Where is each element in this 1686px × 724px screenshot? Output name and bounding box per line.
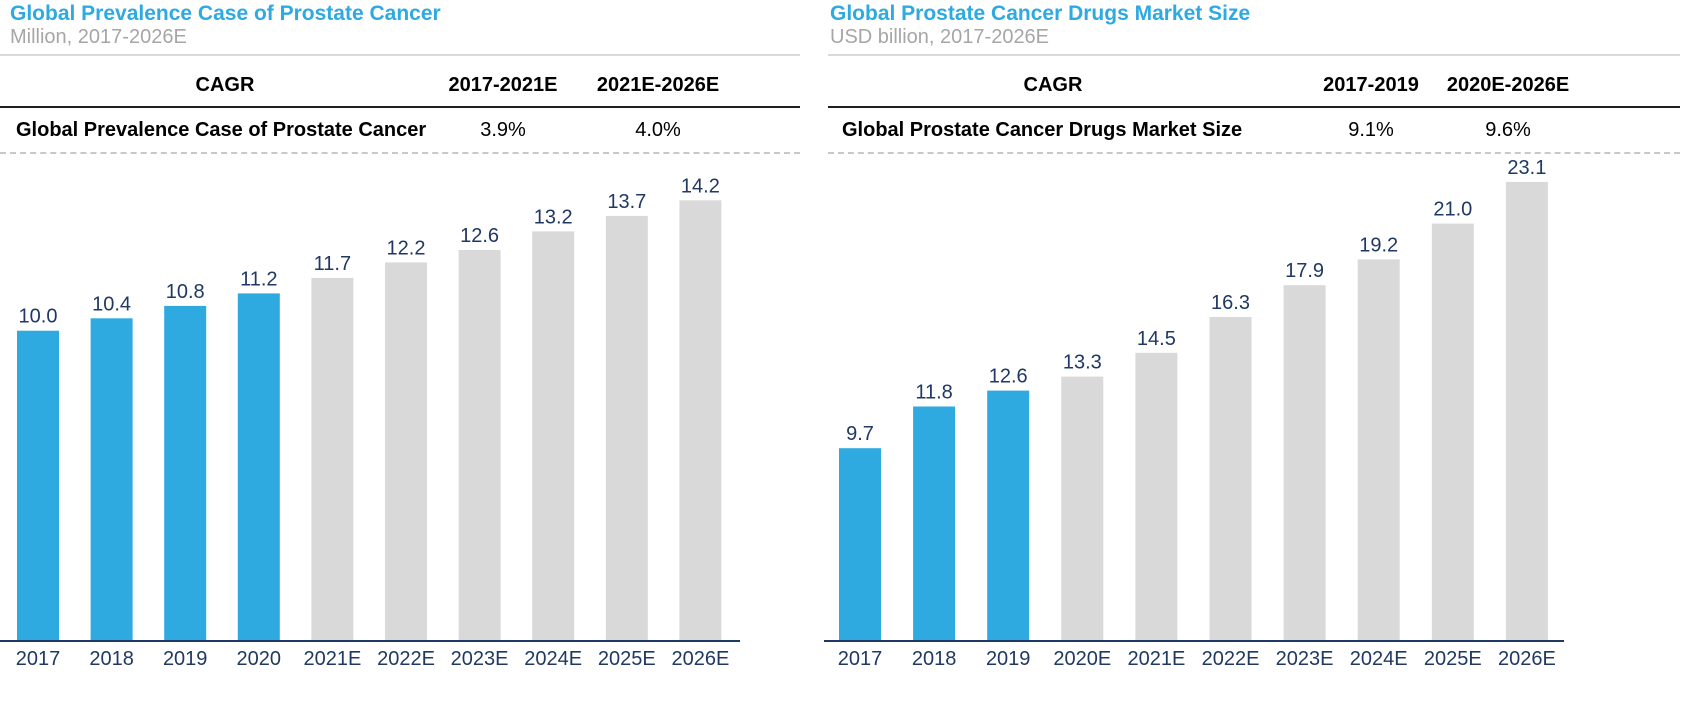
bar-2026E: [679, 200, 722, 642]
cagr-header-period-1: 2017-2019: [1323, 74, 1419, 96]
bar-2023E: [1283, 285, 1326, 641]
data-label-2022E: 16.3: [1211, 292, 1250, 314]
cagr-row-label: Global Prostate Cancer Drugs Market Size: [842, 119, 1243, 141]
x-tick-label-2021E: 2021E: [303, 648, 361, 670]
bar-2020E: [1061, 376, 1104, 641]
x-tick-label-2023E: 2023E: [451, 648, 509, 670]
x-tick-label-2021E: 2021E: [1127, 648, 1185, 670]
bar-2023E: [458, 250, 501, 641]
data-label-2021E: 14.5: [1137, 328, 1176, 350]
data-label-2023E: 12.6: [460, 225, 499, 247]
x-tick-label-2024E: 2024E: [1350, 648, 1408, 670]
x-tick-label-2024E: 2024E: [524, 648, 582, 670]
x-tick-label-2022E: 2022E: [377, 648, 435, 670]
bar-2024E: [1357, 259, 1400, 641]
data-label-2017: 10.0: [19, 306, 58, 328]
data-label-2024E: 19.2: [1359, 234, 1398, 256]
bar-2017: [17, 330, 59, 641]
cagr-header-period-1: 2017-2021E: [448, 74, 558, 96]
bar-2021E: [1135, 352, 1178, 641]
cagr-header-label: CAGR: [195, 74, 255, 96]
cagr-header-period-2: 2021E-2026E: [596, 74, 720, 96]
cagr-header-label: CAGR: [1023, 74, 1083, 96]
data-label-2022E: 12.2: [387, 237, 426, 259]
data-label-2024E: 13.2: [534, 206, 573, 228]
cagr-header-period-2: 2020E-2026E: [1446, 74, 1570, 96]
drugs-market-chart-subtitle: USD billion, 2017-2026E: [830, 26, 1050, 48]
x-tick-label-2025E: 2025E: [598, 648, 656, 670]
x-tick-label-2018: 2018: [912, 648, 957, 670]
cagr-row-label: Global Prevalence Case of Prostate Cance…: [16, 119, 427, 141]
data-label-2025E: 21.0: [1433, 199, 1472, 221]
bar-2017: [839, 448, 881, 641]
cagr-value-period-2: 9.6%: [1485, 119, 1531, 141]
x-tick-label-2018: 2018: [89, 648, 134, 670]
bar-2026E: [1505, 181, 1548, 641]
title-divider: [828, 54, 1680, 56]
data-label-2023E: 17.9: [1285, 260, 1324, 282]
bar-2018: [913, 406, 956, 641]
bar-2025E: [605, 215, 648, 641]
bar-2021E: [311, 277, 354, 641]
data-label-2020E: 13.3: [1063, 352, 1102, 374]
x-tick-label-2020: 2020: [237, 648, 282, 670]
bar-2019: [164, 305, 207, 641]
cagr-table-header: CAGR 2017-2019 2020E-2026E: [828, 70, 1680, 108]
data-label-2018: 11.8: [915, 382, 952, 404]
cagr-value-period-1: 3.9%: [480, 119, 526, 141]
bar-2022E: [385, 262, 427, 641]
drugs-market-bar-chart: 9.7 2017 11.8 2018 12.6 2019 13.3 2020E 14.5 2021…: [824, 157, 1564, 670]
prevalence-chart-title: Global Prevalence Case of Prostate Cance…: [10, 2, 441, 25]
cagr-table-row: Global Prostate Cancer Drugs Market Size…: [828, 108, 1680, 154]
bar-2024E: [532, 231, 575, 641]
x-tick-label-2017: 2017: [838, 648, 883, 670]
x-tick-label-2022E: 2022E: [1202, 648, 1260, 670]
bar-2025E: [1431, 223, 1474, 641]
bar-2022E: [1209, 317, 1252, 641]
cagr-table-row: Global Prevalence Case of Prostate Cance…: [0, 108, 800, 154]
x-tick-label-2019: 2019: [163, 648, 208, 670]
data-label-2021E: 11.7: [314, 253, 351, 275]
x-tick-label-2026E: 2026E: [671, 648, 729, 670]
x-tick-label-2025E: 2025E: [1424, 648, 1482, 670]
data-label-2017: 9.7: [846, 423, 874, 445]
drugs-market-panel: Global Prostate Cancer Drugs Market Size…: [824, 0, 1686, 724]
bar-2018: [90, 318, 133, 641]
data-label-2026E: 14.2: [681, 175, 720, 197]
x-tick-label-2026E: 2026E: [1498, 648, 1556, 670]
data-label-2020: 11.2: [240, 268, 277, 290]
data-label-2019: 12.6: [989, 366, 1028, 388]
prevalence-chart-subtitle: Million, 2017-2026E: [10, 26, 187, 48]
data-label-2018: 10.4: [92, 293, 131, 315]
x-tick-label-2019: 2019: [986, 648, 1030, 670]
cagr-value-period-2: 4.0%: [635, 119, 681, 141]
prevalence-panel: Global Prevalence Case of Prostate Cance…: [0, 0, 800, 724]
data-label-2019: 10.8: [166, 281, 205, 303]
cagr-table-header: CAGR 2017-2021E 2021E-2026E: [0, 70, 800, 108]
title-divider: [0, 54, 800, 56]
cagr-value-period-1: 9.1%: [1348, 119, 1394, 141]
x-tick-label-2017: 2017: [16, 648, 61, 670]
bar-2020: [237, 293, 280, 641]
drugs-market-chart-title: Global Prostate Cancer Drugs Market Size: [830, 2, 1251, 25]
prevalence-bar-chart: 10.0 2017 10.4 2018 10.8 2019 11.2 2020 11.7 2021…: [0, 175, 740, 670]
data-label-2025E: 13.7: [607, 191, 646, 213]
data-label-2026E: 23.1: [1507, 157, 1546, 179]
x-tick-label-2020E: 2020E: [1053, 648, 1111, 670]
bar-2019: [987, 390, 1030, 641]
x-tick-label-2023E: 2023E: [1276, 648, 1334, 670]
